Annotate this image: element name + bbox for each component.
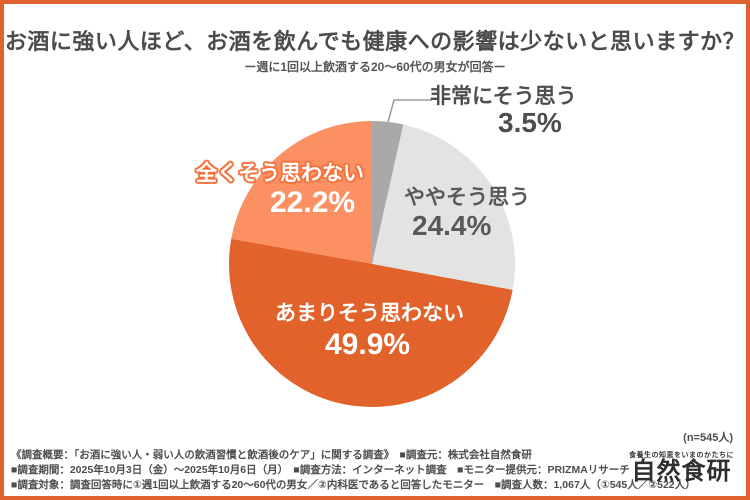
- slice-value-strongly-agree: 3.5%: [498, 107, 562, 138]
- slice-value-somewhat-agree: 24.4%: [412, 210, 492, 241]
- leader-line: [387, 99, 432, 123]
- survey-note-line-2: ■調査期間：2025年10月3日（金）～2025年10月6日（月） ■調査方法：…: [11, 464, 630, 476]
- brand-block: 食養生の知恵をいまのかたちに 自然食研: [629, 450, 734, 485]
- page-title: お酒に強い人ほど、お酒を飲んでも健康への影響は少ないと思いますか？: [4, 29, 746, 54]
- brand-tagline: 食養生の知恵をいまのかたちに: [629, 452, 734, 459]
- slice-label-not-really-agree: あまりそう思わない: [275, 302, 464, 325]
- slice-value-not-really-agree: 49.9%: [325, 328, 411, 361]
- survey-notes: 《調査概要：「お酒に強い人・弱い人の飲酒習慣と飲酒後のケア」に関する調査》 ■調…: [11, 448, 696, 493]
- sample-size-note: (n=545人): [683, 432, 733, 444]
- slice-label-somewhat-agree: ややそう思う: [404, 186, 530, 209]
- slice-label-not-at-all-agree: 全くそう思わない: [196, 162, 364, 185]
- survey-note-line-3: ■調査対象：調査回答時に①週1回以上飲酒する20～60代の男女／②内科医であると…: [11, 479, 696, 491]
- pie-chart: [229, 121, 515, 407]
- survey-note-line-1: 《調査概要：「お酒に強い人・弱い人の飲酒習慣と飲酒後のケア」に関する調査》 ■調…: [11, 449, 532, 461]
- slice-value-not-at-all-agree: 22.2%: [270, 186, 356, 219]
- brand-logo: 自然食研: [631, 459, 732, 485]
- slice-label-strongly-agree: 非常にそう思う: [430, 85, 577, 108]
- page-subtitle: ー週に1回以上飲酒する20～60代の男女が回答ー: [244, 60, 506, 74]
